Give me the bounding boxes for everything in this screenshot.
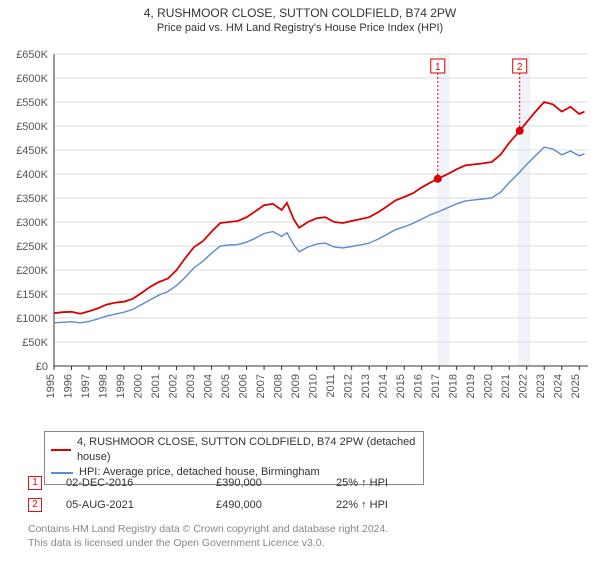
marker-table: 1 02-DEC-2016 £390,000 25% ↑ HPI 2 05-AU… xyxy=(28,472,568,516)
xtick-label: 2013 xyxy=(360,374,372,398)
xtick-label: 2008 xyxy=(273,374,285,398)
marker-box-num: 2 xyxy=(517,62,523,73)
xtick-label: 2015 xyxy=(395,374,407,398)
legend-label-1: 4, RUSHMOOR CLOSE, SUTTON COLDFIELD, B74… xyxy=(77,435,417,465)
xtick-label: 2019 xyxy=(465,374,477,398)
xtick-label: 2023 xyxy=(535,374,547,398)
footer-line-2: This data is licensed under the Open Gov… xyxy=(28,536,584,550)
xtick-label: 1995 xyxy=(45,374,57,398)
xtick-label: 2011 xyxy=(325,374,337,398)
xtick-label: 2000 xyxy=(133,374,145,398)
marker-price-2: £490,000 xyxy=(216,499,336,511)
xtick-label: 2005 xyxy=(220,374,232,398)
xtick-label: 2014 xyxy=(378,374,390,398)
ytick-label: £600K xyxy=(16,73,48,85)
marker-date-1: 02-DEC-2016 xyxy=(66,477,216,489)
chart-svg: £0 £50K £100K £150K £200K £250K £300K £350K £400… xyxy=(0,46,600,421)
ytick-label: £650K xyxy=(16,49,48,61)
ytick-label: £400K xyxy=(16,169,48,181)
ytick-label: £300K xyxy=(16,217,48,229)
chart-area: £0 £50K £100K £150K £200K £250K £300K £350K £400… xyxy=(0,46,600,421)
ytick-label: £0 xyxy=(36,361,48,373)
xtick-label: 2017 xyxy=(430,374,442,398)
xtick-label: 2001 xyxy=(150,374,162,398)
marker-num-1: 1 xyxy=(28,476,42,490)
ytick-label: £150K xyxy=(16,289,48,301)
marker-row-1: 1 02-DEC-2016 £390,000 25% ↑ HPI xyxy=(28,472,568,494)
sale-dot xyxy=(434,175,442,183)
ytick-label: £50K xyxy=(22,337,48,349)
xtick-label: 1996 xyxy=(63,374,75,398)
xtick-label: 2021 xyxy=(500,374,512,398)
footer: Contains HM Land Registry data © Crown c… xyxy=(28,522,584,550)
xtick-label: 2004 xyxy=(203,374,215,398)
marker-row-2: 2 05-AUG-2021 £490,000 22% ↑ HPI xyxy=(28,494,568,516)
xtick-label: 1997 xyxy=(80,374,92,398)
ytick-label: £450K xyxy=(16,145,48,157)
ytick-label: £350K xyxy=(16,193,48,205)
xtick-label: 2009 xyxy=(290,374,302,398)
xtick-label: 1998 xyxy=(98,374,110,398)
ytick-label: £500K xyxy=(16,121,48,133)
ytick-label: £550K xyxy=(16,97,48,109)
xtick-label: 2003 xyxy=(185,374,197,398)
footer-line-1: Contains HM Land Registry data © Crown c… xyxy=(28,522,584,536)
marker-num-2: 2 xyxy=(28,498,42,512)
xtick-label: 2012 xyxy=(343,374,355,398)
xtick-label: 2007 xyxy=(255,374,267,398)
xtick-label: 2006 xyxy=(238,374,250,398)
xtick-label: 2024 xyxy=(553,374,565,398)
legend-swatch-1 xyxy=(51,449,71,451)
xtick-label: 1999 xyxy=(115,374,127,398)
xtick-label: 2022 xyxy=(518,374,530,398)
chart-subtitle: Price paid vs. HM Land Registry's House … xyxy=(0,22,600,34)
xtick-label: 2020 xyxy=(483,374,495,398)
marker-hpi-1: 25% ↑ HPI xyxy=(336,477,476,489)
ytick-label: £200K xyxy=(16,265,48,277)
shaded-band xyxy=(518,54,530,366)
marker-box-num: 1 xyxy=(435,62,441,73)
xtick-label: 2010 xyxy=(308,374,320,398)
chart-title: 4, RUSHMOOR CLOSE, SUTTON COLDFIELD, B74… xyxy=(0,6,600,20)
marker-price-1: £390,000 xyxy=(216,477,336,489)
xtick-label: 2018 xyxy=(448,374,460,398)
series-property xyxy=(54,102,585,314)
sale-dot xyxy=(516,127,524,135)
marker-date-2: 05-AUG-2021 xyxy=(66,499,216,511)
xtick-label: 2002 xyxy=(168,374,180,398)
xtick-label: 2025 xyxy=(570,374,582,398)
ytick-label: £250K xyxy=(16,241,48,253)
ytick-label: £100K xyxy=(16,313,48,325)
xtick-label: 2016 xyxy=(413,374,425,398)
legend-item-1: 4, RUSHMOOR CLOSE, SUTTON COLDFIELD, B74… xyxy=(51,435,417,465)
marker-hpi-2: 22% ↑ HPI xyxy=(336,499,476,511)
series-hpi xyxy=(54,147,585,323)
